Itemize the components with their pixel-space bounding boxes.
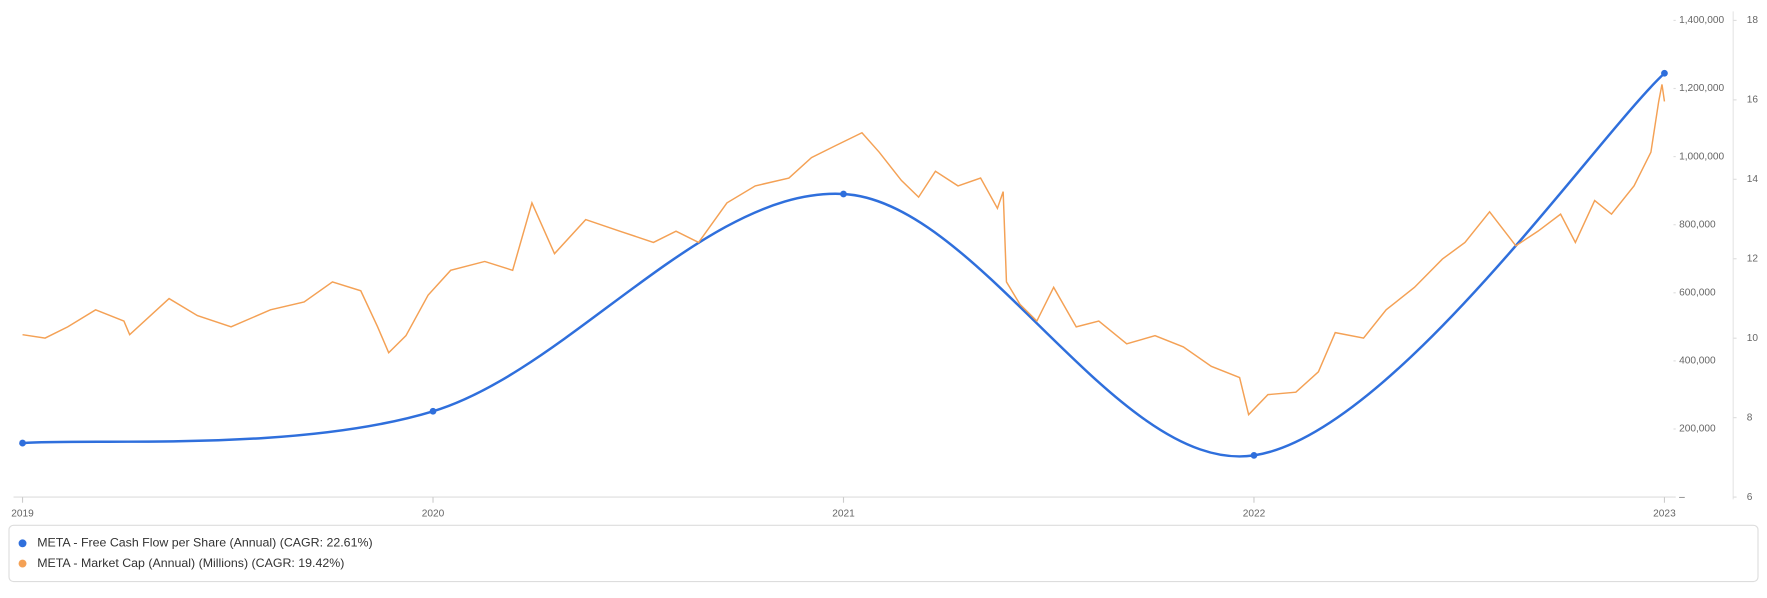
y2-tick-label: 12 [1747,253,1759,264]
x-tick-label: 2021 [832,509,855,520]
y2-tick-label: 18 [1747,15,1759,26]
y-tick-label: 800,000 [1679,219,1716,230]
y2-tick-label: 16 [1747,95,1759,106]
data-point [1661,69,1668,77]
y-tick-label: 1,200,000 [1679,83,1724,94]
y2-tick-label: 10 [1747,333,1759,344]
legend: META - Free Cash Flow per Share (Annual)… [18,536,373,570]
y2-tick-label: 14 [1747,174,1759,185]
legend-label: META - Free Cash Flow per Share (Annual)… [37,536,372,550]
series-line [22,72,1666,458]
series-line [22,84,1666,417]
x-tick-label: 2020 [422,509,445,520]
y-tick-label: 200,000 [1679,424,1716,435]
x-tick-label: 2022 [1243,509,1266,520]
x-tick-label: 2019 [11,509,34,520]
y-tick-label: 600,000 [1679,287,1716,298]
y-tick-label: 400,000 [1679,356,1716,367]
data-point [1250,451,1258,459]
x-tick-label: 2023 [1653,509,1676,520]
data-point [840,190,847,198]
y-tick-label: 1,000,000 [1679,151,1724,162]
y-tick-label: – [1679,492,1685,503]
legend-box [8,524,1759,583]
y-tick-label: 1,400,000 [1679,15,1724,26]
data-point [429,407,437,415]
data-point [19,439,26,447]
legend-label: META - Market Cap (Annual) (Millions) (C… [37,556,344,570]
y2-tick-label: 8 [1747,412,1753,423]
y2-tick-label: 6 [1747,492,1753,503]
legend-marker [18,559,27,568]
legend-marker [18,539,27,548]
